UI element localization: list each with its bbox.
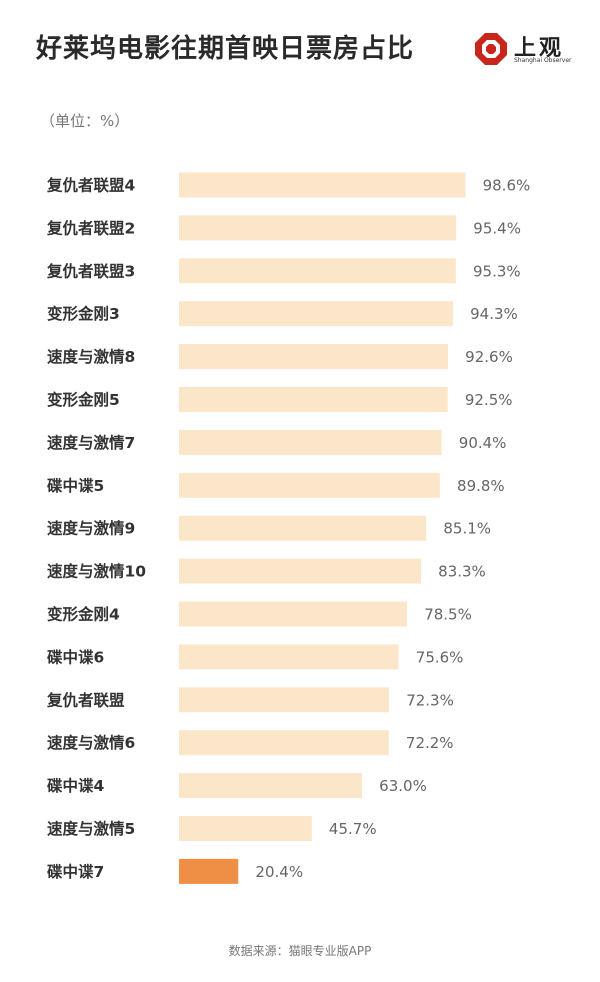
value-label: 72.3% xyxy=(406,691,454,709)
value-label: 63.0% xyxy=(379,777,427,795)
category-label: 复仇者联盟 xyxy=(46,690,125,709)
category-label: 复仇者联盟4 xyxy=(46,176,136,195)
value-label: 83.3% xyxy=(438,563,486,581)
bar xyxy=(179,472,440,498)
category-label: 速度与激情6 xyxy=(47,733,135,752)
bar xyxy=(179,387,448,412)
value-label: 90.4% xyxy=(459,434,507,452)
bar xyxy=(179,730,389,756)
bar xyxy=(179,515,427,541)
bar xyxy=(179,687,390,713)
value-label: 20.4% xyxy=(255,863,303,881)
value-label: 92.5% xyxy=(465,391,513,409)
bar xyxy=(179,816,312,841)
category-label: 碟中谍7 xyxy=(47,862,104,881)
bar xyxy=(179,215,457,241)
value-label: 95.3% xyxy=(473,262,521,280)
bar xyxy=(179,429,442,455)
bar xyxy=(179,773,363,799)
bar xyxy=(179,301,453,327)
bar-chart: 复仇者联盟4 98.6% 复仇者联盟2 95.4% 复仇者联盟3 95.3% 变形金刚3 94… xyxy=(46,172,531,884)
category-label: 碟中谍6 xyxy=(47,647,104,666)
bar xyxy=(179,172,466,198)
category-label: 变形金刚4 xyxy=(47,605,120,624)
logo-text: 上观 xyxy=(514,36,565,61)
logo-octagon-icon xyxy=(475,33,507,65)
value-label: 98.6% xyxy=(483,177,531,195)
logo-subtext: Shanghai Observer xyxy=(514,57,572,64)
bar xyxy=(179,258,456,284)
value-label: 94.3% xyxy=(470,305,518,323)
value-label: 89.8% xyxy=(457,477,505,495)
value-label: 78.5% xyxy=(424,606,472,624)
value-label: 72.2% xyxy=(406,734,454,752)
category-label: 复仇者联盟3 xyxy=(46,261,135,280)
logo: 上观 Shanghai Observer xyxy=(474,30,574,70)
category-label: 速度与激情8 xyxy=(47,347,135,366)
unit-label: （单位：%） xyxy=(40,112,130,130)
category-label: 变形金刚3 xyxy=(47,304,120,323)
bar xyxy=(179,558,421,584)
bar xyxy=(179,601,408,627)
value-label: 45.7% xyxy=(329,820,377,838)
category-label: 速度与激情9 xyxy=(47,519,135,538)
bar xyxy=(179,644,399,670)
value-label: 95.4% xyxy=(473,219,521,237)
bar xyxy=(179,344,449,370)
bar xyxy=(179,858,239,884)
value-label: 75.6% xyxy=(416,648,464,666)
category-label: 速度与激情10 xyxy=(47,562,146,581)
category-label: 速度与激情7 xyxy=(47,433,135,452)
value-label: 85.1% xyxy=(443,520,491,538)
data-source: 数据来源：猫眼专业版APP xyxy=(228,944,372,958)
category-label: 速度与激情5 xyxy=(47,819,135,838)
category-label: 碟中谍5 xyxy=(47,476,104,495)
category-label: 碟中谍4 xyxy=(47,776,105,795)
category-label: 变形金刚5 xyxy=(47,390,120,409)
value-label: 92.6% xyxy=(465,348,513,366)
chart-title: 好莱坞电影往期首映日票房占比 xyxy=(36,34,415,64)
category-label: 复仇者联盟2 xyxy=(46,218,135,237)
